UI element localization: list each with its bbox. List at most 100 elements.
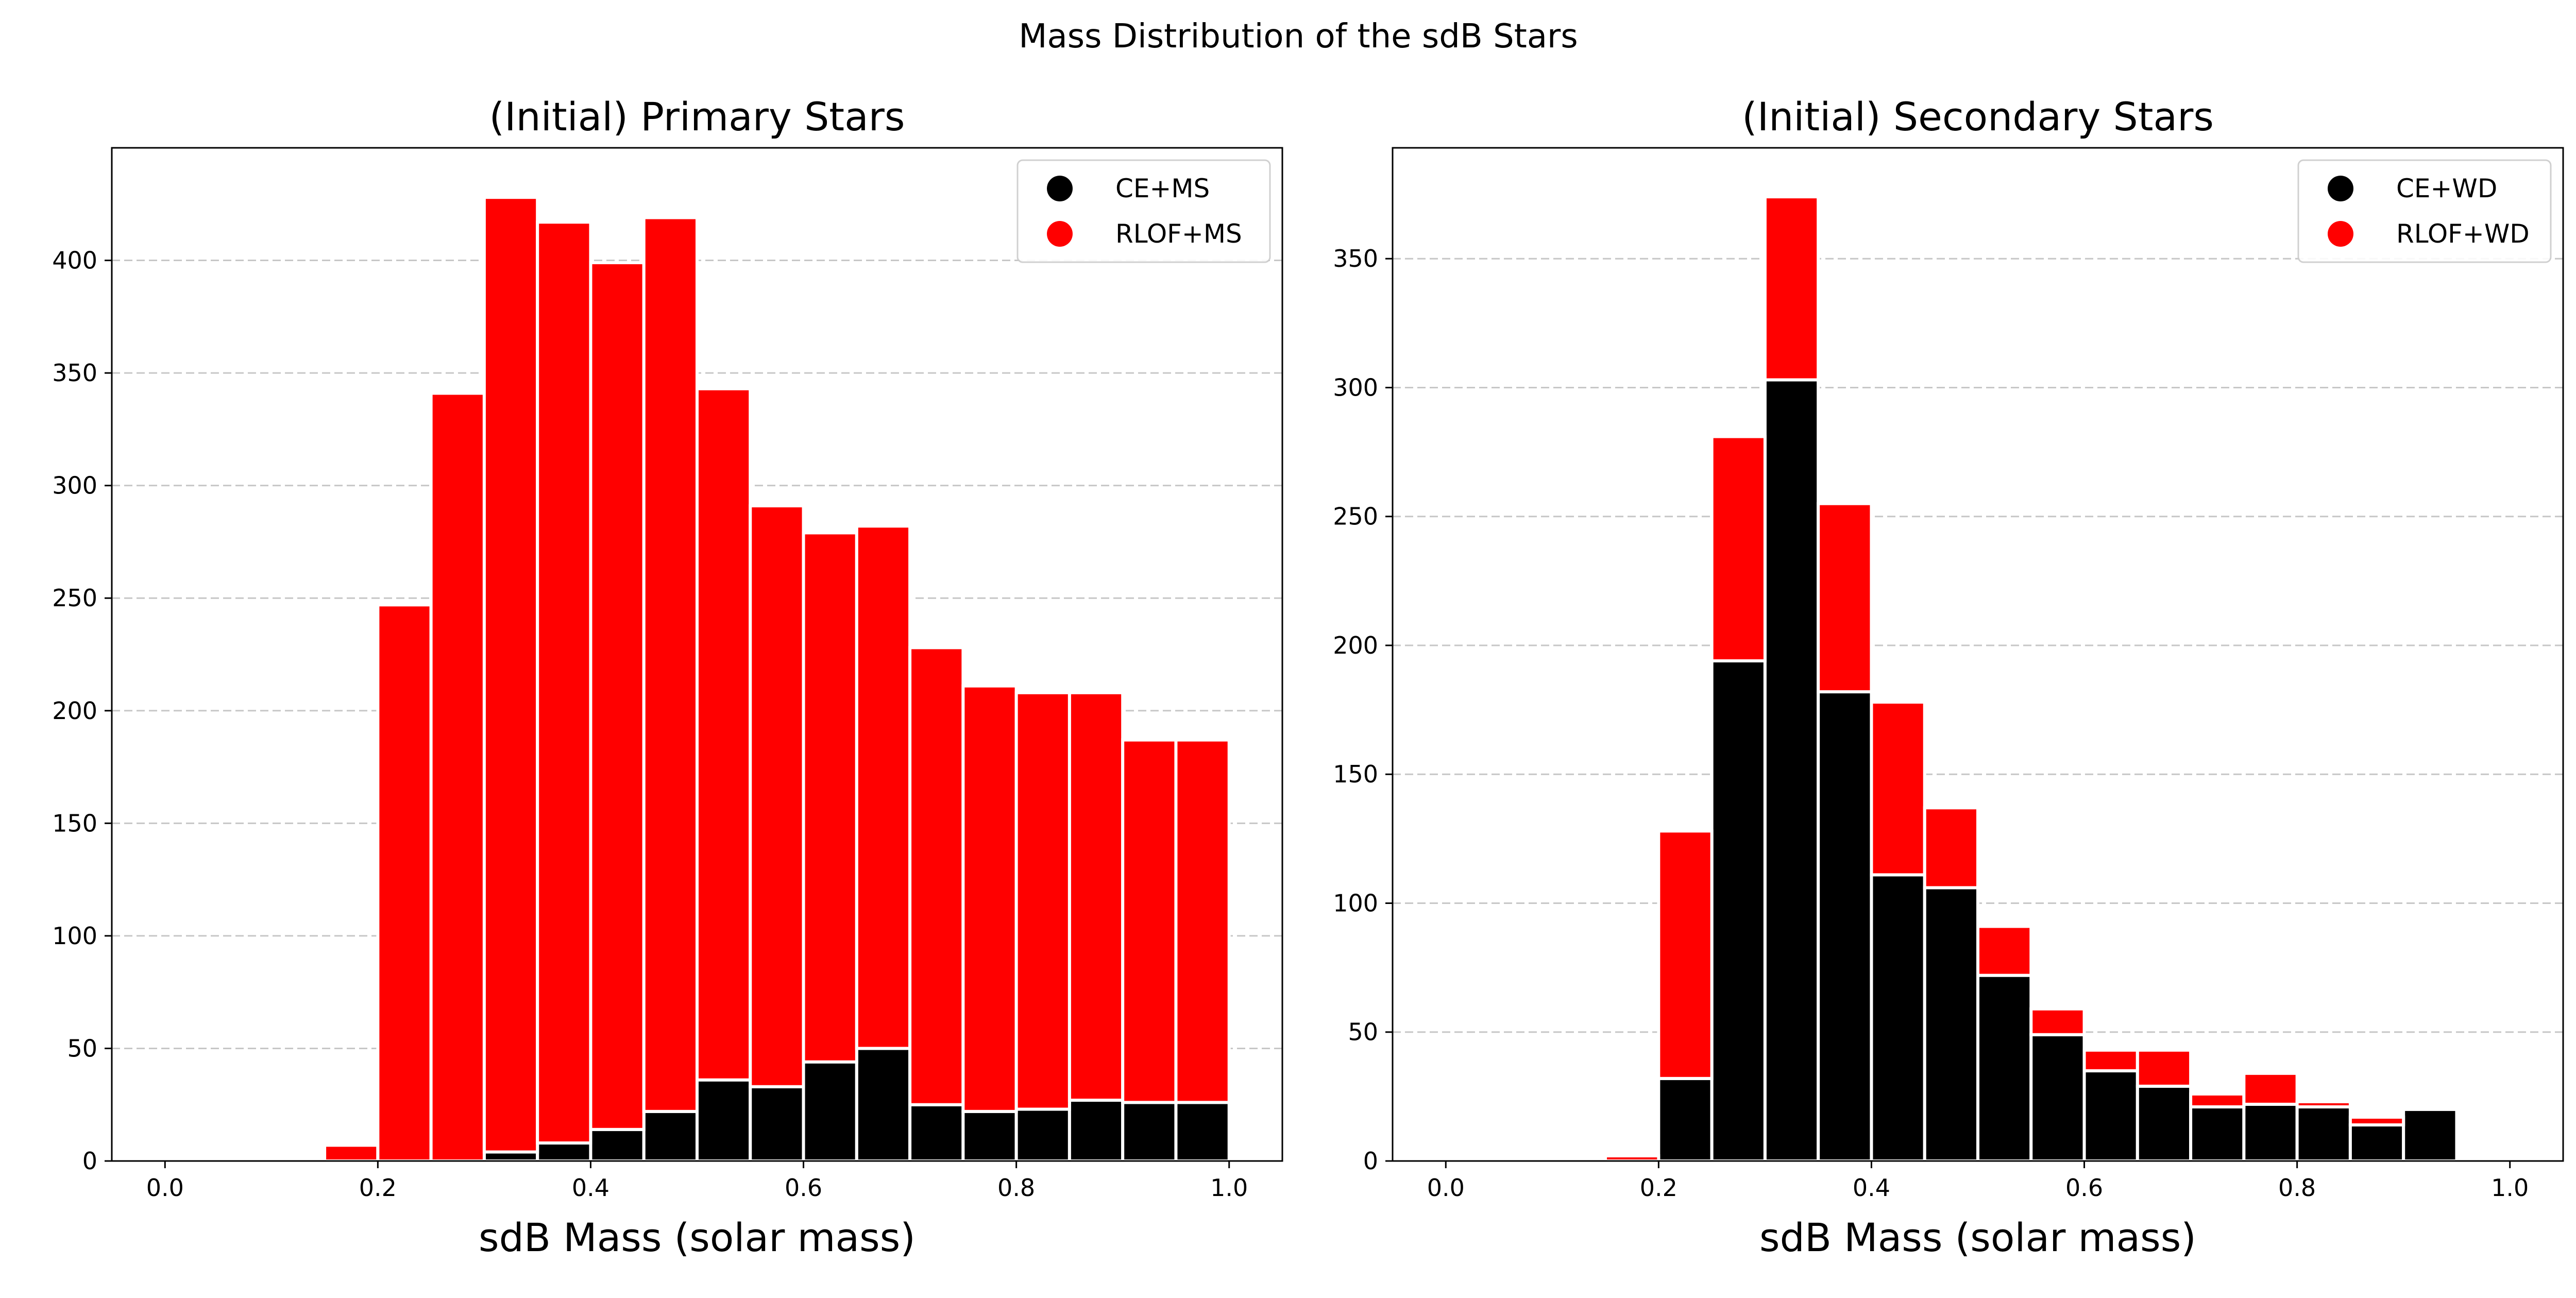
bar-rlof-ms-18 [1121, 738, 1178, 1104]
bar-rlof-ms-3 [323, 1143, 380, 1163]
bar-rlof-ms-17 [1067, 691, 1125, 1102]
bar-rlof-wd-17 [2348, 1115, 2405, 1126]
y-tick-label: 250 [52, 584, 97, 612]
bar-rlof-wd-7 [1817, 502, 1873, 694]
bar-rlof-ms-12 [802, 531, 858, 1064]
y-tick-label: 200 [1333, 631, 1378, 659]
bar-ce-ms-19 [1174, 1101, 1231, 1163]
axes-frame [111, 147, 1283, 1162]
bar-rlof-ms-14 [908, 646, 965, 1106]
x-tick-label: 0.2 [359, 1174, 397, 1202]
bar-ce-ms-9 [642, 1109, 699, 1163]
bar-ce-ms-12 [802, 1060, 858, 1163]
axes-frame [1392, 147, 2564, 1162]
y-tick-label: 350 [1333, 245, 1378, 272]
bar-rlof-ms-19 [1174, 738, 1231, 1104]
x-tick-label: 0.2 [1640, 1174, 1677, 1202]
bar-ce-wd-18 [2402, 1107, 2459, 1163]
bar-ce-wd-12 [2082, 1069, 2139, 1163]
legend-label: CE+MS [1115, 174, 1210, 203]
y-tick-label: 300 [52, 472, 97, 500]
bar-rlof-wd-11 [2029, 1007, 2086, 1036]
bar-ce-wd-9 [1923, 886, 1980, 1163]
bar-rlof-wd-3 [1604, 1154, 1660, 1163]
chart-title: (Initial) Secondary Stars [1742, 94, 2214, 140]
bar-rlof-ms-4 [376, 603, 433, 1163]
x-tick-label: 1.0 [2491, 1174, 2529, 1202]
legend-marker-rlof-ms [1047, 221, 1073, 247]
x-tick-label: 0.0 [146, 1174, 184, 1202]
x-tick-label: 0.6 [2065, 1174, 2103, 1202]
chart-primary-stars: 0.0 0.2 0.4 0.6 0.8 1.0 0 50 100 150 200 250 300 350 4… [52, 94, 1283, 1260]
bar-rlof-wd-8 [1870, 701, 1926, 877]
chart-title: (Initial) Primary Stars [489, 94, 905, 140]
legend-marker-ce-ms [1047, 176, 1073, 201]
bar-ce-ms-17 [1067, 1098, 1125, 1163]
bar-rlof-ms-9 [642, 216, 699, 1113]
bar-rlof-wd-12 [2082, 1048, 2139, 1072]
bar-ce-ms-14 [908, 1103, 965, 1163]
y-tick-label: 100 [52, 922, 97, 950]
bar-ce-ms-13 [855, 1047, 912, 1163]
x-tick-label: 0.4 [1853, 1174, 1890, 1202]
y-tick-label: 150 [52, 809, 97, 837]
bar-rlof-wd-9 [1923, 806, 1980, 890]
bar-rlof-wd-5 [1710, 435, 1767, 663]
legend-label: CE+WD [2396, 174, 2497, 203]
bar-rlof-wd-4 [1657, 829, 1714, 1080]
bar-ce-wd-7 [1817, 690, 1873, 1163]
bar-ce-wd-16 [2295, 1105, 2352, 1163]
bar-ce-wd-5 [1710, 659, 1767, 1163]
bar-ce-ms-7 [536, 1141, 592, 1163]
y-tick-label: 0 [1363, 1147, 1378, 1175]
bar-ce-ms-8 [589, 1128, 646, 1163]
x-tick-label: 0.8 [997, 1174, 1035, 1202]
bar-rlof-wd-6 [1763, 195, 1820, 382]
bar-ce-wd-11 [2029, 1033, 2086, 1163]
legend-box [2297, 159, 2552, 263]
x-tick-label: 0.4 [572, 1174, 609, 1202]
y-tick-label: 250 [1333, 503, 1378, 531]
bar-ce-ms-11 [749, 1085, 805, 1163]
x-tick-label: 0.6 [785, 1174, 822, 1202]
bar-rlof-ms-15 [961, 684, 1018, 1113]
bar-ce-ms-18 [1121, 1101, 1178, 1163]
x-tick-label: 0.8 [2278, 1174, 2316, 1202]
bar-rlof-ms-11 [749, 504, 805, 1088]
bar-rlof-ms-8 [589, 261, 646, 1131]
y-tick-label: 50 [1348, 1018, 1378, 1046]
y-tick-label: 150 [1333, 760, 1378, 788]
bar-ce-wd-10 [1976, 973, 2033, 1163]
legend-marker-ce-wd [2328, 176, 2353, 201]
bar-rlof-ms-7 [536, 220, 592, 1145]
y-tick-label: 200 [52, 697, 97, 725]
bar-ce-ms-16 [1014, 1107, 1071, 1163]
bar-rlof-ms-5 [429, 391, 486, 1163]
bar-rlof-wd-10 [1976, 925, 2033, 977]
bar-ce-wd-15 [2242, 1102, 2299, 1163]
x-tick-label: 1.0 [1210, 1174, 1248, 1202]
bar-rlof-ms-16 [1014, 691, 1071, 1111]
legend-label: RLOF+WD [2396, 219, 2530, 249]
legend-marker-rlof-wd [2328, 221, 2353, 247]
legend-box [1016, 159, 1271, 263]
x-tick-label: 0.0 [1427, 1174, 1465, 1202]
bar-rlof-ms-13 [855, 524, 912, 1050]
y-tick-label: 350 [52, 359, 97, 387]
bar-rlof-wd-15 [2242, 1071, 2299, 1106]
y-tick-label: 0 [82, 1147, 97, 1175]
bar-ce-wd-4 [1657, 1077, 1714, 1163]
bar-ce-ms-15 [961, 1109, 1018, 1163]
bar-ce-wd-13 [2136, 1084, 2193, 1163]
bar-ce-ms-10 [696, 1078, 752, 1163]
bar-rlof-ms-10 [696, 387, 752, 1082]
y-tick-label: 300 [1333, 373, 1378, 401]
figure-suptitle: Mass Distribution of the sdB Stars [1019, 18, 1578, 56]
y-tick-label: 50 [67, 1034, 97, 1062]
bar-rlof-ms-6 [482, 196, 539, 1154]
bar-rlof-wd-14 [2189, 1092, 2246, 1108]
legend-label: RLOF+MS [1115, 219, 1242, 249]
x-axis-label: sdB Mass (solar mass) [479, 1215, 916, 1260]
bar-ce-wd-17 [2348, 1123, 2405, 1163]
